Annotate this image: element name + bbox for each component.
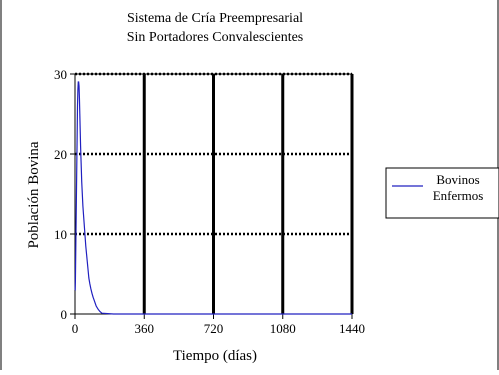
chart-title: Sistema de Cría Preempresarial xyxy=(127,11,303,26)
series-layer xyxy=(74,81,352,315)
x-tick-label: 1080 xyxy=(270,321,296,336)
legend: Bovinos Enfermos xyxy=(385,167,499,219)
legend-label-line-2: Enfermos xyxy=(433,188,484,203)
series-line-0 xyxy=(74,81,352,315)
legend-box xyxy=(385,167,499,219)
y-tick-label: 0 xyxy=(61,307,68,322)
y-axis-label: Población Bovina xyxy=(26,141,42,248)
x-tick-label: 360 xyxy=(135,321,155,336)
y-tick-label: 20 xyxy=(54,147,67,162)
x-tick-label: 0 xyxy=(72,321,79,336)
grid xyxy=(75,72,354,314)
y-tick-label: 30 xyxy=(54,67,67,82)
y-tick-label: 10 xyxy=(54,227,67,242)
chart-subtitle: Sin Portadores Convalescientes xyxy=(127,30,304,45)
x-axis-label: Tiempo (días) xyxy=(173,348,257,364)
legend-label-line-1: Bovinos xyxy=(436,172,479,187)
x-tick-label: 1440 xyxy=(339,321,365,336)
x-tick-label: 720 xyxy=(204,321,224,336)
ticks: 0 360 720 1080 1440 0 10 20 30 xyxy=(54,67,365,336)
